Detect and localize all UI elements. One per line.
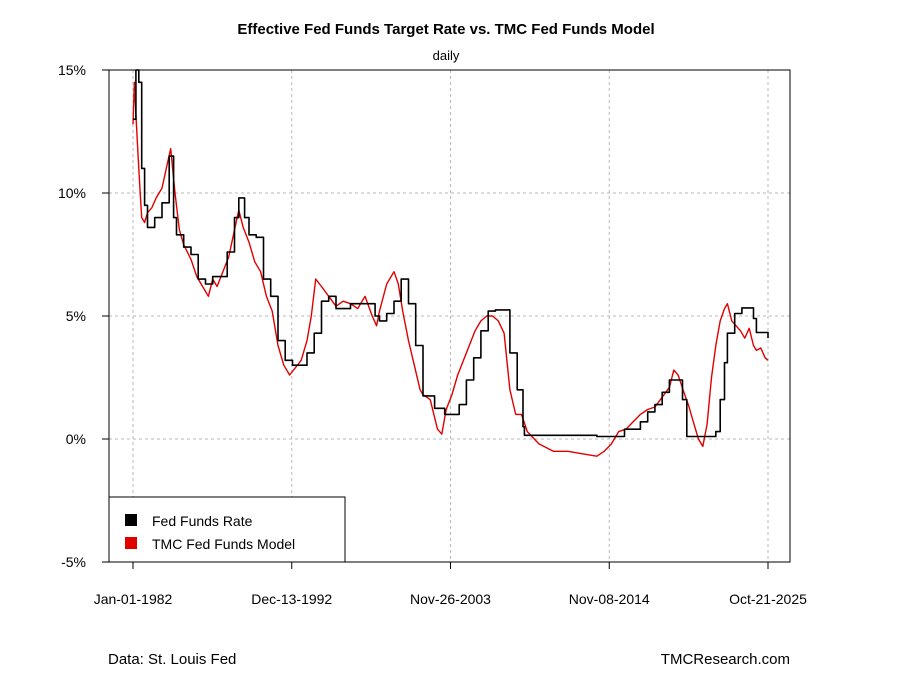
legend-swatch-tmc-model [125,537,137,549]
x-tick-label-3: Nov-08-2014 [569,591,650,607]
x-tick-label-4: Oct-21-2025 [729,591,807,607]
x-tick-label-1: Dec-13-1992 [251,591,332,607]
legend-label-fed-funds: Fed Funds Rate [152,513,253,529]
y-axis: -5% 0% 5% 10% 15% [58,62,109,570]
legend: Fed Funds Rate TMC Fed Funds Model [108,496,346,563]
plot-frame [108,69,791,563]
y-tick-label-3: 10% [58,185,86,201]
footer-brand: TMCResearch.com [661,651,790,668]
y-tick-label-4: 15% [58,62,86,78]
series-line-tmc-model [132,81,769,457]
grid-lines [109,69,790,563]
y-tick-label-1: 0% [66,431,86,447]
legend-box [108,496,346,563]
chart-title: Effective Fed Funds Target Rate vs. TMC … [237,21,654,38]
x-axis: Jan-01-1982 Dec-13-1992 Nov-26-2003 Nov-08-… [94,562,807,607]
legend-label-tmc-model: TMC Fed Funds Model [152,536,295,552]
y-tick-label-2: 5% [66,308,86,324]
x-tick-label-0: Jan-01-1982 [94,591,173,607]
series-line-fed-funds-rate [133,69,769,438]
x-tick-label-2: Nov-26-2003 [410,591,491,607]
legend-swatch-fed-funds [125,514,137,526]
y-tick-label-0: -5% [61,554,86,570]
footer-source: Data: St. Louis Fed [108,651,236,668]
chart-subtitle: daily [433,48,460,63]
series-lines [132,69,769,457]
